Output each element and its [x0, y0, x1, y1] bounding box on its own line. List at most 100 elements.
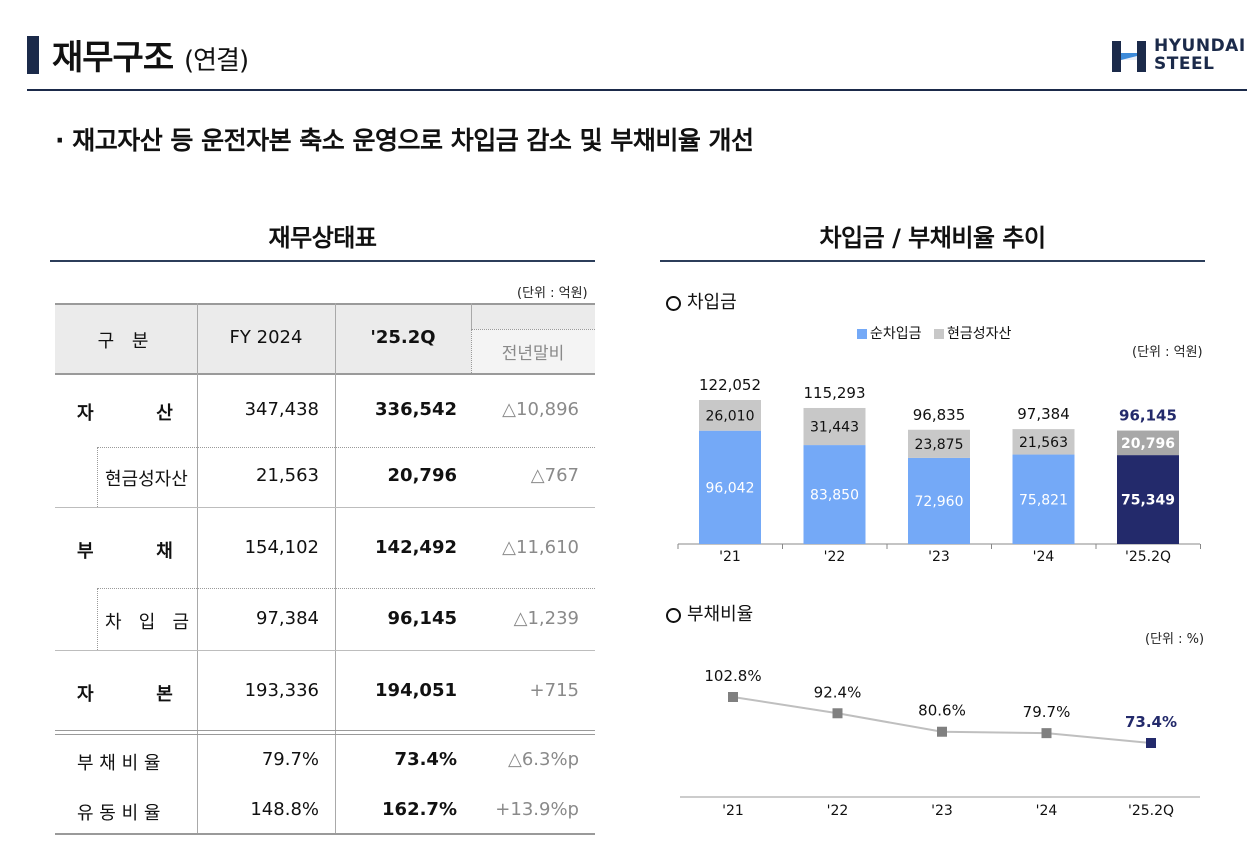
bar-net-debt: [1117, 455, 1179, 544]
header-subcell-vline: [471, 329, 472, 373]
row-2q: 142,492: [375, 537, 457, 558]
bar-net-debt: [803, 445, 866, 544]
header-divider: [27, 89, 1247, 91]
row-2q: 96,145: [387, 608, 457, 629]
circle-bullet-icon: [666, 295, 681, 311]
x-tick-label: '23: [928, 549, 950, 565]
debt-ratio-line-chart: 102.8% '21 92.4% '22 80.6% '23 79.7% '24 73.4% '2…: [680, 667, 1200, 819]
row-2q: 162.7%: [382, 799, 457, 820]
bar-label-net-debt: 96,042: [706, 480, 755, 496]
title-accent-bar: [27, 36, 39, 74]
ratio-divider: [55, 730, 595, 731]
charts-divider: [660, 260, 1205, 262]
col-header-diff: 전년말비: [501, 344, 565, 364]
page-title-sub: (연결): [183, 46, 249, 76]
bar-label-net-debt: 72,960: [915, 494, 964, 510]
debt-ratio-point: [1041, 728, 1052, 739]
debt-ratio-label: 92.4%: [814, 683, 862, 701]
row-divider-dotted: [97, 588, 595, 589]
bar-net-debt: [908, 457, 970, 544]
table-row: 자 산 347,438 336,542 △10,896: [55, 375, 595, 447]
table-row: 부 채 비 율 79.7% 73.4% △6.3%p: [55, 735, 595, 785]
bar-label-cash: 26,010: [706, 408, 755, 424]
row-diff: △6.3%p: [508, 749, 579, 770]
table-row: 현금성자산 21,563 20,796 △767: [55, 447, 595, 507]
headline: · 재고자산 등 운전자본 축소 운영으로 차입금 감소 및 부채비율 개선: [55, 126, 754, 155]
charts-title: 차입금 / 부채비율 추이: [819, 224, 1046, 252]
borrowings-heading-text: 차입금: [687, 292, 737, 313]
legend-label-cash: 현금성자산: [946, 326, 1012, 342]
row-divider: [55, 507, 595, 508]
debt-ratio-label: 73.4%: [1125, 713, 1177, 731]
header-subcell-bg: [471, 329, 595, 373]
row-fy2024: 154,102: [244, 537, 319, 558]
bar-chart-unit: (단위 : 억원): [1132, 345, 1203, 360]
bar-net-debt: [1012, 454, 1075, 544]
row-divider-dotted: [97, 447, 595, 448]
logo-text-hyundai: HYUNDAI: [1154, 36, 1246, 56]
bar-label-cash: 23,875: [915, 437, 964, 453]
x-tick-label: '24: [1033, 549, 1055, 565]
row-diff: △1,239: [513, 608, 579, 629]
col-divider-1: [197, 303, 198, 833]
row-label: 현금성자산: [105, 469, 188, 490]
debt-ratio-label: 80.6%: [918, 702, 966, 720]
table-row: 차 입 금 97,384 96,145 △1,239: [55, 588, 595, 650]
hyundai-steel-logo-icon: [1112, 41, 1146, 72]
row-label: 차 입 금: [105, 612, 190, 633]
col-divider-3-top: [471, 303, 472, 329]
balance-sheet-unit: (단위 : 억원): [517, 286, 588, 301]
row-fy2024: 148.8%: [250, 799, 319, 820]
table-row: 유 동 비 율 148.8% 162.7% +13.9%p: [55, 785, 595, 833]
row-fy2024: 21,563: [256, 465, 319, 486]
x-tick-label: '24: [1036, 803, 1058, 819]
row-2q: 20,796: [387, 465, 457, 486]
row-diff: +715: [529, 680, 579, 701]
x-tick-label: '25.2Q: [1128, 803, 1174, 819]
row-label: 부 채: [77, 541, 173, 562]
bar-label-cash: 20,796: [1121, 436, 1175, 452]
x-tick-label: '22: [827, 803, 849, 819]
col-header-2q: '25.2Q: [370, 327, 436, 348]
legend-swatch-cash: [933, 329, 944, 339]
balance-sheet-table: 구 분 FY 2024 '25.2Q 전년말비 자 산 347,438 336,…: [55, 303, 595, 838]
x-tick-label: '21: [719, 549, 741, 565]
logo-text-steel: STEEL: [1154, 54, 1215, 74]
row-diff: +13.9%p: [495, 799, 579, 820]
balance-sheet-divider: [50, 260, 595, 262]
row-2q: 194,051: [375, 680, 457, 701]
bar-label-cash: 21,563: [1019, 435, 1068, 451]
bar-net-debt: [699, 430, 761, 544]
bar-label-total: 97,384: [1017, 405, 1070, 423]
page-title-main: 재무구조: [52, 38, 174, 78]
row-label: 자 산: [77, 403, 173, 424]
row-fy2024: 79.7%: [261, 749, 319, 770]
row-fy2024: 193,336: [244, 680, 319, 701]
row-2q: 336,542: [375, 399, 457, 420]
line-chart-unit: (단위 : %): [1145, 632, 1205, 647]
debt-ratio-point: [728, 692, 738, 702]
ratio-divider: [55, 734, 595, 735]
legend-label-net-debt: 순차입금: [870, 326, 922, 342]
bar-label-net-debt: 75,349: [1121, 493, 1175, 509]
row-label: 부 채 비 율: [77, 753, 161, 774]
x-tick-label: '23: [931, 803, 953, 819]
debt-ratio-point: [937, 726, 947, 737]
row-divider: [55, 650, 595, 651]
table-header-line: [55, 373, 595, 375]
x-tick-label: '22: [824, 549, 846, 565]
col-header-fy2024: FY 2024: [229, 327, 303, 348]
bar-cash: [803, 407, 866, 446]
bar-cash: [1117, 430, 1179, 456]
indent-dotted: [97, 588, 98, 650]
debt-ratio-heading-text: 부채비율: [687, 604, 754, 625]
legend-swatch-net-debt: [857, 329, 867, 339]
row-fy2024: 97,384: [256, 608, 319, 629]
circle-bullet-icon: [666, 607, 681, 623]
debt-ratio-point: [832, 708, 843, 719]
table-row: 부 채 154,102 142,492 △11,610: [55, 507, 595, 588]
table-bottom-line: [55, 833, 595, 835]
debt-ratio-heading: 부채비율: [666, 600, 753, 626]
bar-legend: 순차입금 현금성자산: [857, 323, 1011, 343]
row-label: 유 동 비 율: [77, 803, 161, 824]
